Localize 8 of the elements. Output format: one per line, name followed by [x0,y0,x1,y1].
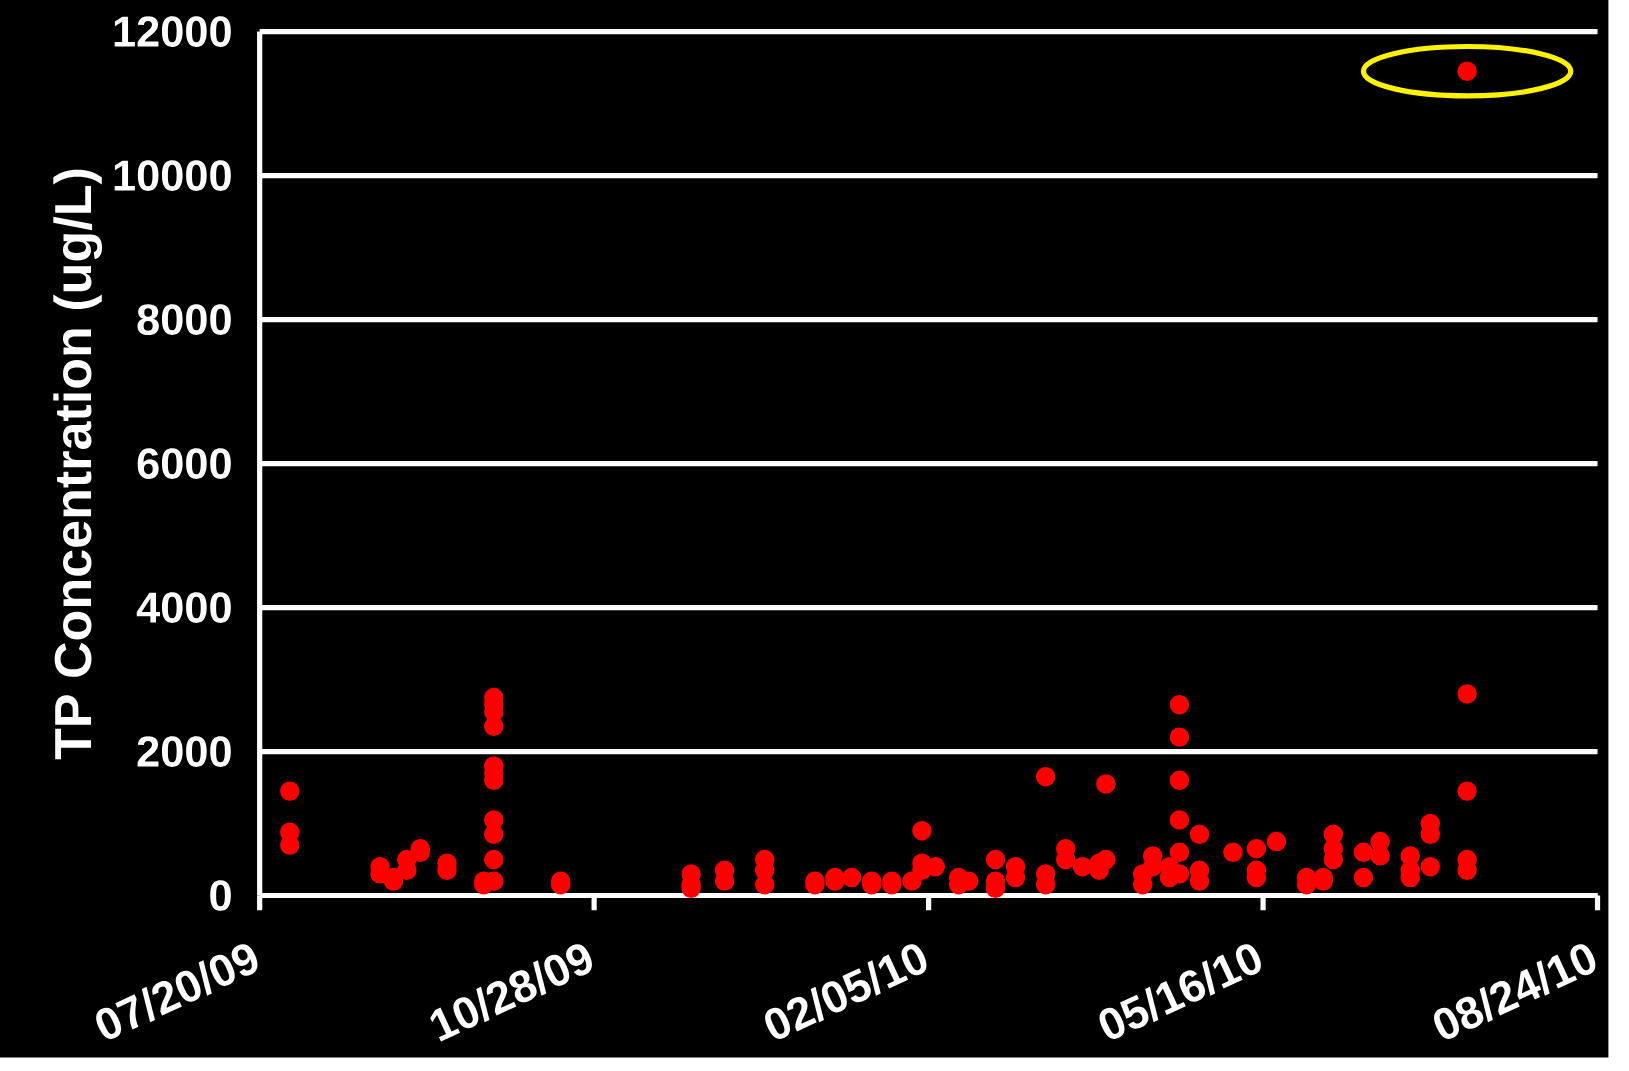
y-tick-label: 10000 [114,160,231,191]
y-tick-label: 4000 [136,592,231,623]
y-tick-label: 6000 [137,448,231,479]
y-tick-label: 0 [210,880,231,911]
y-tick-label: 12000 [114,16,231,47]
y-tick-label: 8000 [137,304,231,335]
y-axis-title: TP Concentration (ug/L) [53,169,103,760]
y-tick-label: 2000 [137,736,231,767]
